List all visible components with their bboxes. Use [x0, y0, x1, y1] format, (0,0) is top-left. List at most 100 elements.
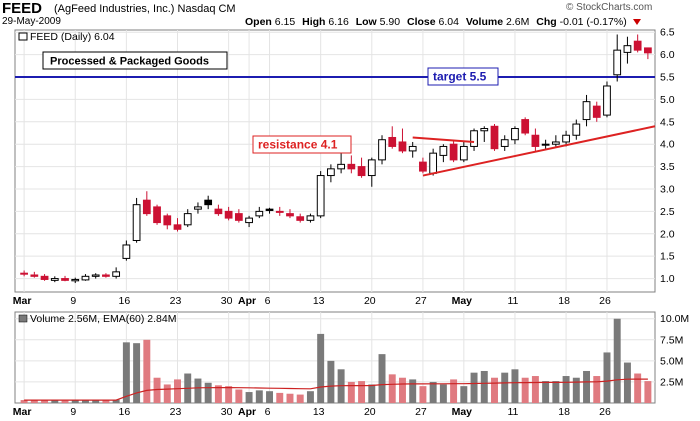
- candle-body: [562, 134, 570, 143]
- date-tick-label: 18: [558, 295, 570, 307]
- price-tick-label: 5.0: [660, 94, 675, 106]
- candle-body: [20, 272, 28, 275]
- price-tick-label: 4.5: [660, 116, 675, 128]
- volume-date-tick-label: Apr: [238, 406, 256, 418]
- volume-date-tick-label: 11: [507, 406, 518, 418]
- candle-body: [81, 275, 90, 281]
- candle-body: [91, 274, 100, 277]
- volume-bar: [296, 394, 304, 403]
- candle-body: [71, 278, 80, 282]
- price-tick-label: 6.0: [660, 49, 675, 61]
- volume-bar: [245, 392, 253, 403]
- candle-body: [511, 128, 519, 141]
- candle-body: [592, 105, 601, 118]
- volume-bar: [552, 381, 560, 403]
- volume-panel: 2.5M 5.0M 7.5M 10.0M Mar 9 16 23 30 Apr 6 13 20 27 May…: [13, 311, 689, 418]
- candle-body: [50, 278, 59, 281]
- candle-body: [132, 204, 141, 241]
- low-label: Low: [355, 16, 377, 28]
- candle-body: [61, 278, 69, 281]
- volume-bar: [603, 352, 611, 403]
- candle-body: [316, 175, 325, 217]
- candle-body: [224, 210, 233, 219]
- price-tick-label: 2.0: [660, 228, 675, 240]
- company-label: (AgFeed Industries, Inc.): [54, 3, 175, 15]
- date-tick-label: Apr: [238, 295, 256, 307]
- volume-bar: [398, 377, 406, 403]
- volume-bar: [174, 379, 181, 403]
- volume-bar: [153, 377, 161, 403]
- change-label: Chg: [536, 16, 557, 28]
- exchange-label: Nasdaq CM: [177, 3, 236, 15]
- candle-body: [102, 274, 110, 277]
- candle-body: [644, 47, 652, 54]
- price-plot-area: [14, 29, 656, 293]
- volume-legend: Volume 2.56M, EMA(60) 2.84M: [30, 313, 176, 325]
- candle-body: [613, 49, 622, 76]
- volume-ema-line: [24, 378, 648, 401]
- candle-body: [398, 141, 407, 152]
- volume-bar: [562, 376, 570, 403]
- volume-bar: [204, 382, 212, 403]
- ticker-symbol: FEED: [2, 0, 43, 17]
- volume-bar: [266, 391, 274, 403]
- date-tick-label: 30: [221, 295, 233, 307]
- quote-summary: Open 6.15 High 6.16 Low 5.90 Close 6.04 …: [245, 16, 641, 28]
- volume-bar: [235, 389, 243, 403]
- price-tick-label: 3.0: [660, 183, 675, 195]
- volume-bar: [327, 360, 335, 403]
- candle-body: [378, 139, 386, 161]
- volume-bar: [358, 381, 366, 403]
- volume-tick-label: 10.0M: [660, 313, 689, 325]
- candle-body: [173, 224, 182, 230]
- volume-date-tick-label: 9: [70, 406, 76, 418]
- candle-body: [112, 271, 121, 277]
- stockcharts-brand[interactable]: © StockCharts.com: [566, 2, 653, 13]
- candle-body: [347, 163, 356, 170]
- candle-body: [286, 213, 294, 217]
- candle-body: [500, 139, 509, 147]
- volume-date-tick-label: 30: [221, 406, 233, 418]
- volume-bar: [133, 343, 141, 403]
- volume-bar: [255, 390, 263, 403]
- quote-date: 29-May-2009: [2, 16, 61, 27]
- volume-bar: [378, 354, 386, 403]
- volume-bar: [531, 376, 539, 403]
- volume-label: Volume: [465, 16, 504, 28]
- volume-bar: [102, 400, 110, 403]
- volume-date-tick-label: 23: [170, 406, 182, 418]
- volume-bar: [480, 370, 488, 403]
- volume-bar: [542, 381, 550, 403]
- candle-body: [142, 199, 151, 215]
- volume-bar: [61, 400, 69, 403]
- candle-body: [296, 216, 305, 221]
- volume-bar: [347, 381, 355, 403]
- volume-bar: [613, 318, 621, 403]
- volume-bar: [429, 381, 437, 403]
- volume-bar: [593, 376, 601, 403]
- support-trendline: [422, 125, 656, 177]
- volume-bar: [306, 391, 314, 403]
- target-label: target 5.5: [433, 70, 487, 84]
- candle-body: [459, 145, 468, 161]
- volume-tick-label: 7.5M: [660, 334, 683, 346]
- high-label: High: [302, 16, 326, 28]
- change-value: -0.01 (-0.17%): [559, 16, 627, 28]
- candle-body: [306, 215, 315, 221]
- volume-bar: [71, 400, 79, 403]
- date-tick-label: 13: [313, 295, 325, 307]
- volume-bar: [491, 377, 498, 403]
- price-tick-label: 3.5: [660, 161, 675, 173]
- volume-date-tick-label: 26: [599, 406, 611, 418]
- volume-bar: [112, 399, 120, 403]
- volume-date-tick-label: May: [452, 406, 473, 418]
- candle-body: [234, 213, 243, 221]
- volume-bar: [470, 372, 478, 403]
- volume-date-tick-label: Mar: [13, 406, 32, 418]
- candle-body: [214, 208, 223, 215]
- candle-body: [204, 199, 213, 206]
- candle-body: [623, 45, 632, 53]
- volume-bar: [521, 377, 529, 403]
- volume-bar: [634, 373, 642, 403]
- price-tick-label: 6.5: [660, 27, 675, 39]
